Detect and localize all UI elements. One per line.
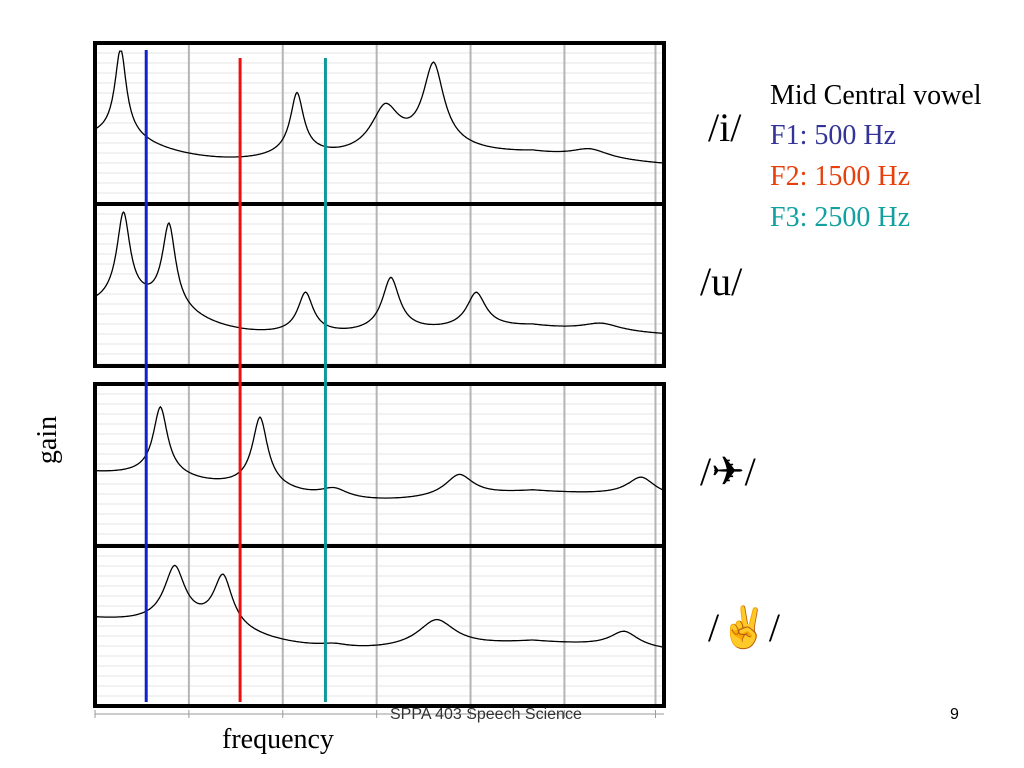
panel-frame-4 (93, 544, 666, 708)
y-axis-label: gain (32, 415, 63, 465)
spectrum-curve-4 (94, 564, 665, 648)
legend-heading: Mid Central vowel (770, 80, 982, 111)
vowel-label-u: /u/ (700, 259, 743, 304)
x-axis-label: frequency (222, 724, 334, 755)
vowel-label-3: /✈/ (700, 449, 756, 494)
page-number: 9 (950, 706, 959, 723)
footer-course-title: SPPA 403 Speech Science (390, 706, 582, 723)
legend-f1: F1: 500 Hz (770, 120, 896, 151)
panel-frame-2 (93, 202, 666, 368)
spectrum-curve-1 (94, 50, 665, 164)
legend-f2: F2: 1500 Hz (770, 161, 910, 192)
vowel-label-4: /✌/ (708, 605, 781, 650)
legend-f3: F3: 2500 Hz (770, 202, 910, 233)
vowel-label-i: /i/ (708, 105, 742, 150)
spectrum-curve-2 (94, 211, 665, 335)
spectrum-curve-3 (94, 405, 665, 499)
